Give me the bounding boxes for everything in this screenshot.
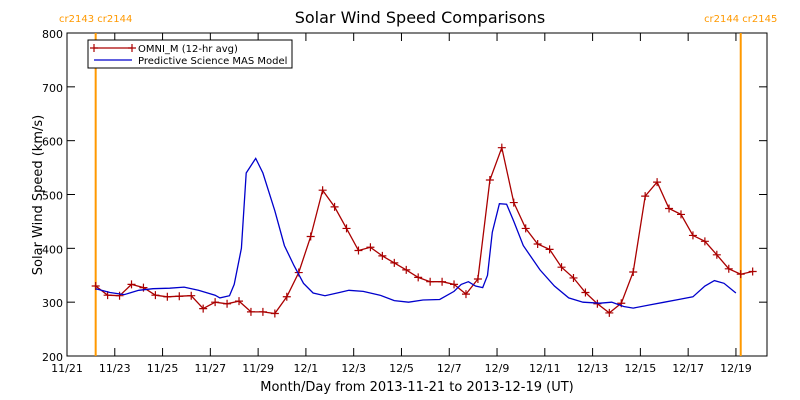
plot-frame	[66, 32, 768, 357]
x-tick-label: 12/13	[577, 362, 609, 375]
plus-marker	[163, 292, 172, 301]
series-line	[95, 157, 737, 309]
plus-marker	[235, 297, 244, 306]
boundary-label: cr2143 cr2144	[59, 14, 132, 25]
legend-label: Predictive Science MAS Model	[138, 56, 287, 67]
plus-marker	[748, 267, 757, 276]
plus-marker	[354, 246, 363, 255]
y-tick-label: 500	[42, 190, 63, 203]
y-tick-label: 200	[42, 351, 63, 364]
plus-marker	[461, 290, 470, 299]
y-tick-label: 600	[42, 136, 63, 149]
plus-marker	[378, 251, 387, 260]
boundary-label: cr2144 cr2145	[704, 14, 777, 25]
plus-marker	[569, 273, 578, 282]
plus-marker	[724, 264, 733, 273]
x-tick-label: 12/19	[720, 362, 752, 375]
plus-marker	[115, 291, 124, 300]
plus-marker	[151, 291, 160, 300]
plus-marker	[199, 304, 208, 313]
plus-marker	[473, 275, 482, 284]
legend-label: OMNI_M (12-hr avg)	[138, 44, 238, 55]
plus-marker	[736, 270, 745, 279]
plus-marker	[641, 192, 650, 201]
plus-marker	[545, 245, 554, 254]
plus-marker	[581, 288, 590, 297]
x-tick-label: 11/29	[242, 362, 274, 375]
x-tick-label: 12/15	[625, 362, 657, 375]
x-tick-label: 11/27	[194, 362, 226, 375]
x-tick-label: 12/3	[341, 362, 366, 375]
plus-marker	[509, 198, 518, 207]
plus-marker	[485, 175, 494, 184]
plus-marker	[557, 263, 566, 272]
series-line	[95, 145, 753, 315]
x-tick-label: 12/17	[672, 362, 704, 375]
x-axis-label: Month/Day from 2013-11-21 to 2013-12-19 …	[260, 380, 573, 395]
x-tick-label: 12/7	[437, 362, 462, 375]
plus-marker	[450, 280, 459, 289]
plus-marker	[665, 204, 674, 213]
plus-marker	[700, 237, 709, 246]
y-tick-label: 400	[42, 243, 63, 256]
plus-marker	[653, 178, 662, 187]
plus-marker	[497, 143, 506, 152]
x-tick-label: 12/9	[485, 362, 510, 375]
plus-marker	[342, 224, 351, 233]
plus-marker	[258, 307, 267, 316]
x-tick-label: 12/1	[294, 362, 319, 375]
x-tick-label: 11/25	[147, 362, 179, 375]
plus-marker	[533, 240, 542, 249]
plus-marker	[127, 280, 136, 289]
plus-marker	[438, 277, 447, 286]
plus-marker	[521, 224, 530, 233]
plus-marker	[676, 210, 685, 219]
legend-marker	[128, 44, 136, 52]
plus-marker	[211, 298, 220, 307]
y-tick-label: 300	[42, 297, 63, 310]
plus-marker	[414, 273, 423, 282]
plus-marker	[426, 277, 435, 286]
plus-marker	[223, 299, 232, 308]
plus-marker	[318, 186, 327, 195]
plus-marker	[246, 307, 255, 316]
y-axis-label: Solar Wind Speed (km/s)	[31, 115, 46, 275]
plus-marker	[688, 231, 697, 240]
plus-marker	[402, 265, 411, 274]
plus-marker	[330, 202, 339, 211]
x-tick-label: 12/5	[389, 362, 414, 375]
x-tick-label: 12/11	[529, 362, 561, 375]
y-tick-label: 800	[42, 28, 63, 41]
plus-marker	[390, 258, 399, 267]
plus-marker	[175, 292, 184, 301]
plus-marker	[270, 309, 279, 318]
chart-title: Solar Wind Speed Comparisons	[295, 8, 546, 27]
plus-marker	[187, 291, 196, 300]
plus-marker	[366, 243, 375, 252]
legend-marker	[90, 44, 98, 52]
plus-marker	[712, 250, 721, 259]
x-tick-label: 11/21	[51, 362, 83, 375]
plus-marker	[605, 308, 614, 317]
plus-marker	[629, 268, 638, 277]
plus-marker	[282, 292, 291, 301]
x-tick-label: 11/23	[99, 362, 131, 375]
legend-box	[87, 39, 293, 69]
y-tick-label: 700	[42, 82, 63, 95]
plus-marker	[91, 282, 100, 291]
plus-marker	[306, 232, 315, 241]
